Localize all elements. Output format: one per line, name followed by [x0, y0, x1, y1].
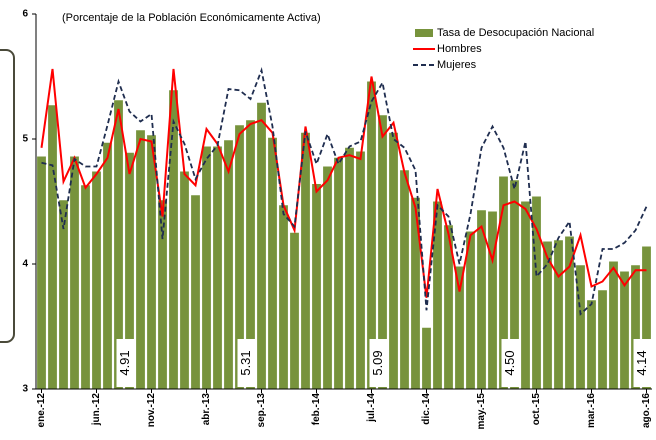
- bar: [92, 171, 101, 389]
- annotation: 4.91: [117, 350, 132, 375]
- annotation-box: [369, 339, 388, 387]
- x-tick-label: abr.-13: [201, 393, 212, 426]
- x-tick-label: nov.-12: [146, 393, 157, 428]
- y-tick-label: 5: [22, 134, 28, 145]
- bar: [389, 132, 398, 389]
- bar: [543, 241, 552, 389]
- bar: [312, 184, 321, 389]
- annotation: 4.50: [502, 350, 517, 375]
- bar: [114, 100, 123, 389]
- annotation-box: [501, 339, 520, 387]
- bar: [213, 146, 222, 389]
- bar: [466, 231, 475, 389]
- annotation-box: [633, 339, 652, 387]
- bar: [279, 205, 288, 389]
- bar: [147, 135, 156, 389]
- annotation-box: [237, 339, 256, 387]
- bar: [609, 261, 618, 389]
- legend-label: Hombres: [437, 43, 482, 55]
- bar: [444, 225, 453, 389]
- x-tick-label: ago.-16: [641, 393, 652, 428]
- bar: [202, 146, 211, 389]
- bar: [411, 197, 420, 389]
- bar: [257, 102, 266, 389]
- annotation-box: [116, 339, 135, 387]
- line-series: [41, 67, 648, 316]
- bar: [631, 265, 640, 389]
- bar: [158, 200, 167, 389]
- bar: [422, 327, 431, 389]
- bar: [455, 266, 464, 389]
- bar: [290, 232, 299, 389]
- annotation: 4.14: [634, 350, 649, 375]
- side-panel: [0, 49, 15, 343]
- bar: [70, 156, 79, 389]
- bar: [576, 265, 585, 389]
- bar: [499, 176, 508, 389]
- bar: [224, 140, 233, 389]
- bar: [554, 240, 563, 389]
- annotation: 5.09: [370, 350, 385, 375]
- x-tick-label: may.-15: [476, 393, 487, 430]
- bar: [433, 201, 442, 389]
- legend-label: Mujeres: [437, 59, 477, 71]
- bar: [246, 120, 255, 389]
- x-tick-label: dic.-14: [421, 393, 432, 425]
- bar: [59, 200, 68, 389]
- y-tick-label: 3: [22, 384, 28, 395]
- bar: [620, 271, 629, 389]
- bar: [169, 90, 178, 389]
- y-tick-label: 4: [22, 259, 28, 270]
- bar: [356, 151, 365, 389]
- bar: [400, 170, 409, 389]
- bar: [334, 157, 343, 389]
- bar: [103, 142, 112, 389]
- x-tick-label: sep.-13: [256, 393, 267, 428]
- bar: [587, 300, 596, 389]
- bar: [81, 185, 90, 389]
- bar: [510, 180, 519, 389]
- annotation: 5.31: [238, 350, 253, 375]
- bar: [323, 166, 332, 389]
- bar: [48, 105, 57, 389]
- bar: [136, 130, 145, 389]
- bar: [378, 115, 387, 389]
- bar: [268, 137, 277, 389]
- x-tick-label: mar.-16: [586, 393, 597, 428]
- x-tick-label: feb.-14: [311, 393, 322, 426]
- x-tick-label: ene.-12: [36, 393, 47, 428]
- bar: [477, 210, 486, 389]
- x-tick-label: jul.-14: [366, 393, 377, 423]
- legend-label: Tasa de Desocupación Nacional: [437, 27, 594, 39]
- bar: [488, 211, 497, 389]
- bar: [598, 290, 607, 389]
- bar: [345, 147, 354, 389]
- chart-subtitle: (Porcentaje de la Población Económicamen…: [62, 12, 321, 24]
- x-tick-label: oct.-15: [531, 393, 542, 426]
- bar: [301, 132, 310, 389]
- line-series: [40, 68, 647, 298]
- x-tick-label: jun.-12: [91, 393, 102, 427]
- bar: [521, 201, 530, 389]
- bar: [532, 196, 541, 389]
- bar: [235, 125, 244, 389]
- bar: [125, 152, 134, 389]
- legend-swatch: [415, 29, 433, 37]
- bar: [565, 236, 574, 389]
- bar: [367, 81, 376, 389]
- bar: [642, 246, 651, 389]
- bar: [180, 171, 189, 389]
- y-tick-label: 6: [22, 9, 28, 20]
- bar: [37, 156, 46, 389]
- bar: [191, 195, 200, 389]
